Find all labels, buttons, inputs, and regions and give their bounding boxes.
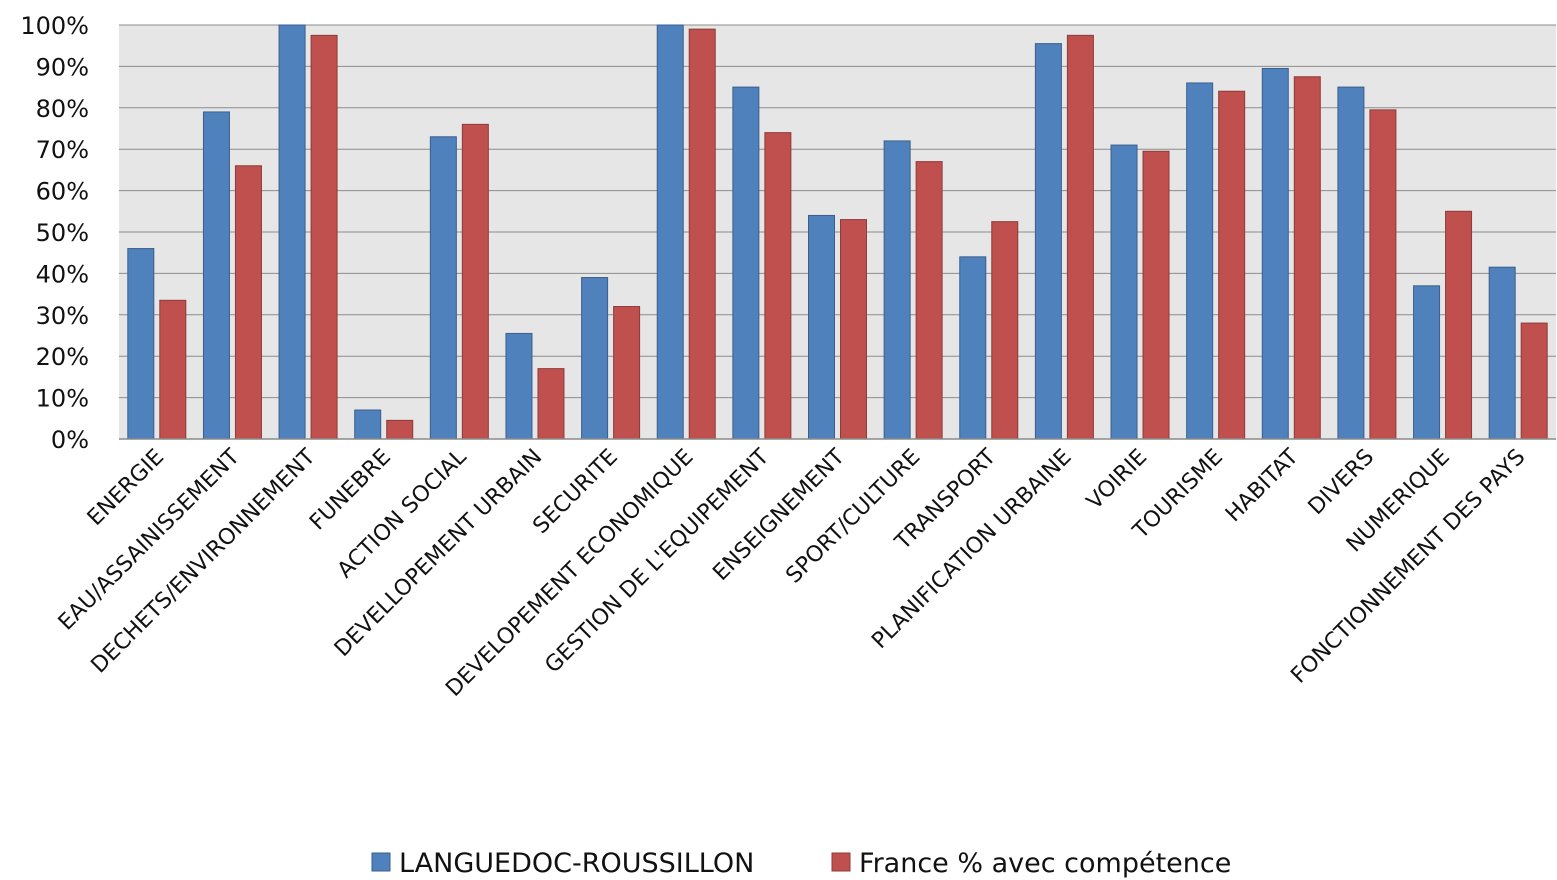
bar-languedoc	[278, 24, 306, 440]
bar-france	[764, 132, 792, 440]
y-tick-label: 80%	[36, 95, 89, 123]
bar-france	[234, 165, 262, 440]
bar-languedoc	[581, 277, 609, 440]
bar-languedoc	[1337, 86, 1365, 440]
bars	[127, 24, 1548, 440]
x-tick-label: HABITAT	[1221, 444, 1304, 527]
bar-languedoc	[883, 140, 911, 440]
y-tick-label: 20%	[36, 343, 89, 371]
x-tick-label: DIVERS	[1304, 445, 1379, 520]
y-tick-label: 40%	[36, 260, 89, 288]
bar-languedoc	[505, 332, 533, 440]
x-axis-labels: ENERGIEEAU/ASSAINISSEMENTDECHETS/ENVIRON…	[54, 444, 1531, 702]
bar-france	[915, 161, 943, 440]
bar-france	[1293, 76, 1321, 440]
x-tick-label: SPORT/CULTURE	[781, 445, 925, 589]
x-tick-label: ACTION SOCIAL	[333, 444, 472, 583]
y-tick-label: 50%	[36, 219, 89, 247]
bar-languedoc	[354, 409, 382, 440]
legend-label: LANGUEDOC-ROUSSILLON	[399, 848, 754, 879]
y-tick-label: 70%	[36, 136, 89, 164]
bar-france	[1520, 322, 1548, 440]
bar-france	[1369, 109, 1397, 440]
y-tick-label: 90%	[36, 53, 89, 81]
bar-france	[1445, 210, 1473, 440]
bar-languedoc	[1488, 266, 1516, 440]
bar-languedoc	[1034, 43, 1062, 440]
x-tick-label: VOIRIE	[1082, 445, 1152, 515]
bar-france	[386, 419, 414, 440]
bar-languedoc	[429, 136, 457, 440]
bar-languedoc	[656, 24, 684, 440]
legend-swatch	[831, 852, 851, 872]
bar-languedoc	[732, 86, 760, 440]
bar-france	[1218, 90, 1246, 440]
bar-france	[1066, 34, 1094, 440]
legend: LANGUEDOC-ROUSSILLON France % avec compét…	[371, 848, 1231, 879]
y-tick-label: 30%	[36, 302, 89, 330]
bar-languedoc	[127, 248, 155, 440]
bar-france	[840, 219, 867, 440]
y-tick-label: 60%	[36, 178, 89, 206]
bar-france	[688, 28, 716, 440]
bar-france	[1142, 150, 1170, 440]
bar-france	[461, 123, 489, 440]
y-tick-label: 100%	[20, 12, 89, 40]
bar-france	[537, 368, 565, 440]
bar-france	[310, 34, 338, 440]
y-tick-label: 0%	[51, 426, 89, 454]
y-tick-label: 10%	[36, 385, 89, 413]
bar-languedoc	[808, 214, 835, 440]
bar-france	[991, 221, 1019, 440]
bar-france	[613, 306, 641, 440]
bar-france	[159, 299, 187, 440]
x-tick-label: ENSEIGNEMENT	[708, 444, 850, 586]
bar-languedoc	[1110, 144, 1138, 440]
y-axis-ticks: 0% 10% 20% 30% 40% 50% 60% 70% 80% 90% 100%	[20, 12, 89, 454]
bar-languedoc	[202, 111, 230, 440]
bar-languedoc	[1186, 82, 1214, 440]
bar-languedoc	[1261, 67, 1289, 440]
bar-languedoc	[1413, 285, 1441, 440]
legend-label: France % avec compétence	[859, 848, 1231, 879]
legend-swatch	[371, 852, 391, 872]
bar-languedoc	[959, 256, 987, 440]
